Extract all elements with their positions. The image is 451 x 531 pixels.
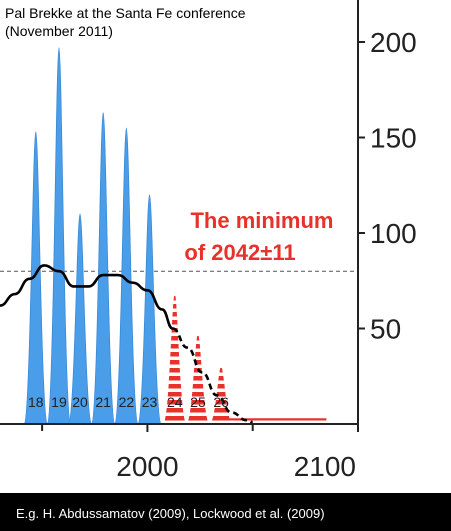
cycle-label-18: 18 [28,394,44,410]
y-tick-label-200: 200 [370,27,417,58]
cycle-peaks-group [23,47,327,425]
y-tick-label-100: 100 [370,218,417,249]
axes-group: 50 100 150 200 2000 2100 [0,0,417,482]
cycle-label-25: 25 [190,394,206,410]
footer-citation: E.g. H. Abdussamatov (2009), Lockwood et… [16,506,325,521]
cycle-label-22: 22 [119,394,135,410]
cycle-peak-22 [114,127,139,425]
cycle-labels-group: 18 19 20 21 22 23 24 25 26 [28,394,229,410]
y-tick-label-50: 50 [370,314,401,345]
annotation-group: The minimum of 2042±11 [184,208,333,265]
projected-tail [229,418,327,424]
y-tick-label-150: 150 [370,123,417,154]
cycle-label-19: 19 [51,394,67,410]
cycle-peak-21 [91,112,116,425]
cycle-label-21: 21 [95,394,111,410]
cycle-label-20: 20 [72,394,88,410]
cycle-label-26: 26 [213,394,229,410]
cycle-peak-20 [67,213,93,425]
cycle-label-24: 24 [167,394,183,410]
header-subtitle: (November 2011) [5,23,113,39]
annotation-line-2: of 2042±11 [184,240,295,265]
smoothed-curve-observed [0,264,174,330]
cycle-peak-18 [23,131,48,425]
cycle-peak-24 [162,294,187,424]
x-tick-label-2100: 2100 [294,451,356,482]
cycle-label-23: 23 [142,394,158,410]
smoothed-curve-projected [172,327,253,424]
footer-bar: E.g. H. Abdussamatov (2009), Lockwood et… [0,493,451,531]
cycle-peak-19 [46,47,72,425]
cycle-peak-23 [137,194,162,425]
header-title: Pal Brekke at the Santa Fe conference [5,5,246,21]
x-tick-label-2000: 2000 [116,451,178,482]
smoothed-curve-group [0,264,253,424]
annotation-line-1: The minimum [190,208,333,233]
cycle-peak-25 [186,334,210,424]
